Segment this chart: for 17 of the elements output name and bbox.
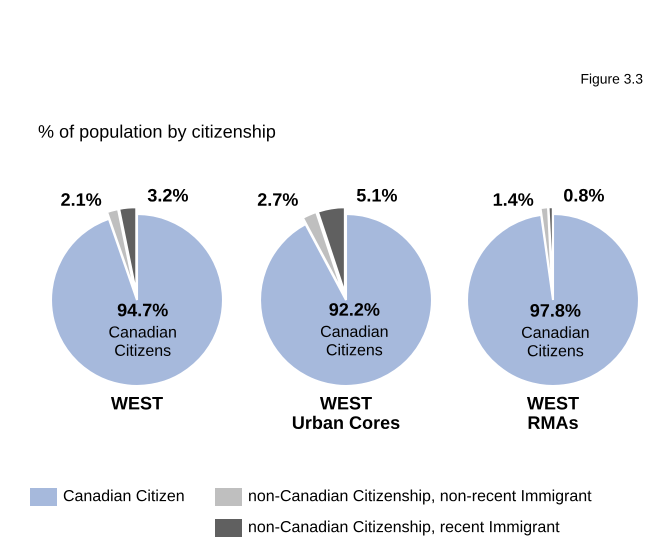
legend-label: non-Canadian Citizenship, recent Immigrant bbox=[249, 520, 560, 536]
text: WEST Urban Cores bbox=[292, 396, 400, 430]
data-label: 92.2% Canadian Citizens bbox=[320, 303, 388, 356]
data-label: 3.2% bbox=[148, 188, 188, 202]
legend-label: non-Canadian Citizenship, non-recent Immigrant bbox=[249, 490, 592, 504]
data-label: 0.8% bbox=[564, 188, 604, 202]
legend-label: Canadian Citizen bbox=[64, 490, 184, 502]
data-label: 5.1% bbox=[356, 188, 397, 202]
data-label: 94.7% Canadian Citizens bbox=[109, 304, 176, 356]
data-label: 1.4% bbox=[494, 193, 534, 206]
text: % of population by citizenship bbox=[38, 124, 276, 142]
data-label: 2.1% bbox=[61, 193, 102, 206]
caption: Figure 3.3 bbox=[582, 74, 642, 86]
data-label: 97.8% Canadian Citizens bbox=[522, 304, 589, 356]
data-label: 2.7% bbox=[258, 193, 298, 206]
text: WEST RMAs bbox=[526, 396, 579, 430]
text: WEST bbox=[110, 396, 163, 410]
